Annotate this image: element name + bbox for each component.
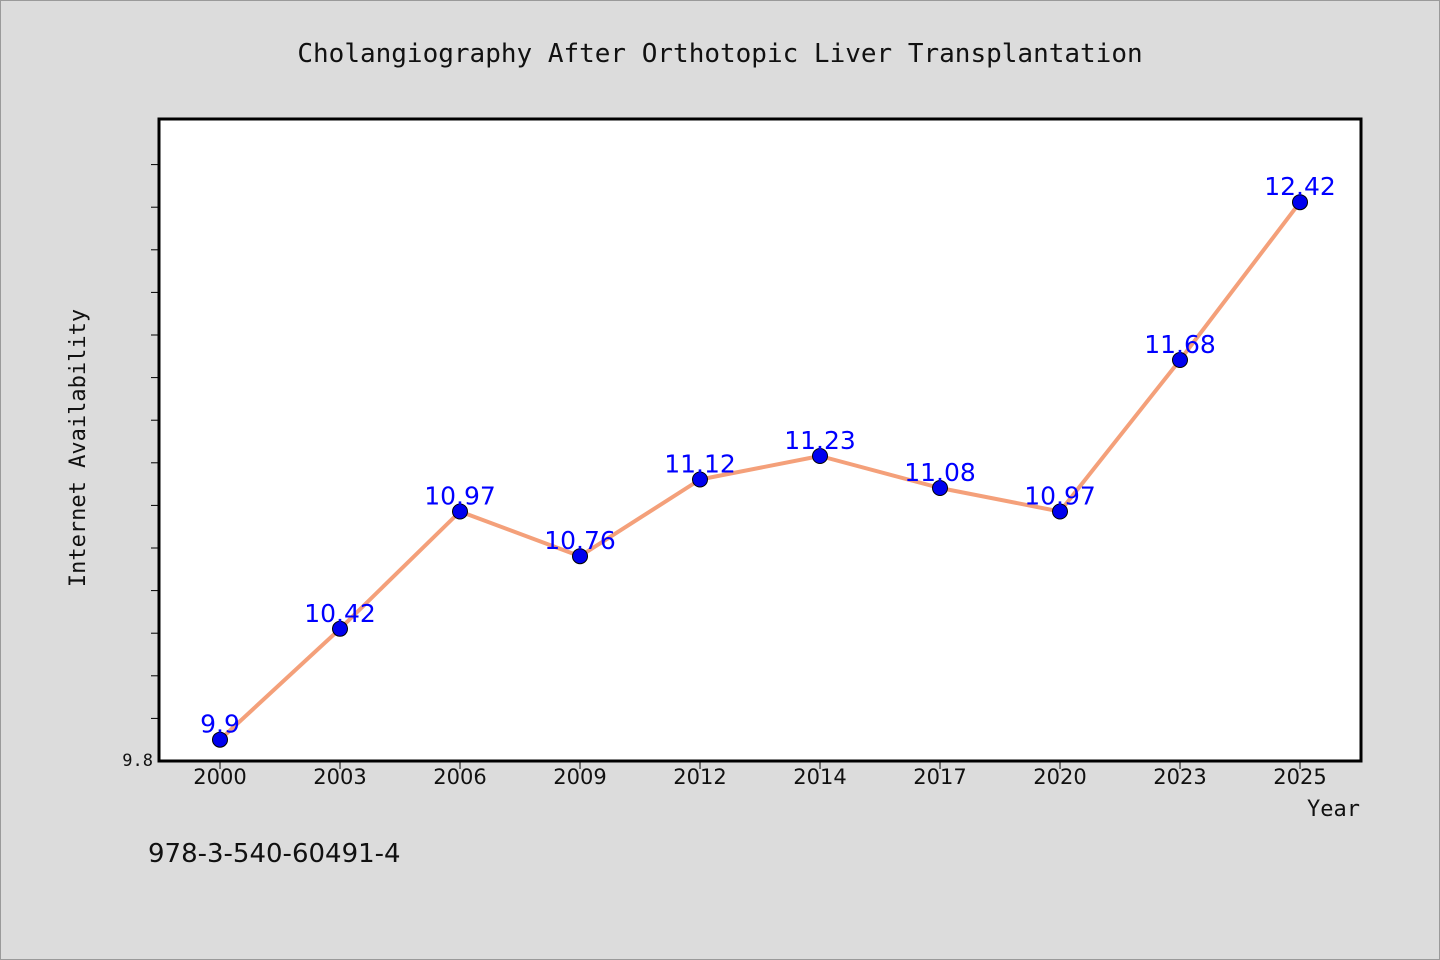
x-tick-label-2003: 2003	[313, 765, 366, 789]
data-label-2014: 11.23	[784, 426, 856, 455]
data-point-2014	[812, 448, 828, 464]
x-tick-labels: 2000 2003 2006 2009 2012 2014 2017 2020 2023 2025	[193, 765, 1326, 789]
data-label-2009: 10.76	[544, 526, 616, 555]
data-label-2023: 11.68	[1144, 330, 1216, 359]
data-point-2017	[932, 480, 948, 496]
data-point-2009	[572, 548, 588, 565]
x-axis-label: Year	[1307, 797, 1360, 822]
data-point-2020	[1052, 503, 1068, 520]
data-point-2023	[1172, 352, 1188, 368]
data-label-2020: 10.97	[1024, 482, 1096, 511]
series-group	[212, 194, 1308, 748]
x-axis-ticks	[219, 761, 1301, 769]
x-tick-label-2017: 2017	[913, 765, 966, 789]
data-label-2012: 11.12	[664, 450, 736, 479]
x-tick-label-2012: 2012	[673, 765, 726, 789]
y-axis-label: Internet Availability	[66, 309, 91, 587]
data-label-2025: 12.42	[1264, 172, 1336, 201]
plot-area	[157, 117, 1363, 763]
data-point-2000	[212, 731, 228, 748]
x-tick-label-2020: 2020	[1033, 765, 1086, 789]
data-point-2012	[692, 471, 708, 488]
data-point-2025	[1292, 194, 1308, 211]
data-labels: 9.9 10.42 10.97 10.76 11.12 11.23 11.08 10.97 11…	[200, 172, 1336, 739]
x-tick-label-2025: 2025	[1273, 765, 1326, 789]
x-tick-label-2009: 2009	[553, 765, 606, 789]
data-label-2000: 9.9	[200, 710, 240, 739]
y-tick-label-min: 9.8	[122, 751, 153, 771]
x-tick-label-2014: 2014	[793, 765, 846, 789]
data-point-2006	[452, 503, 468, 520]
x-tick-label-2023: 2023	[1153, 765, 1206, 789]
x-tick-label-2000: 2000	[193, 765, 246, 789]
isbn-footer: 978-3-540-60491-4	[148, 839, 401, 869]
y-axis-ticks	[151, 164, 159, 719]
x-tick-label-2006: 2006	[433, 765, 486, 789]
chart-title: Cholangiography After Orthotopic Liver T…	[297, 39, 1142, 69]
data-point-2003	[332, 620, 348, 637]
data-label-2003: 10.42	[304, 599, 376, 628]
data-label-2017: 11.08	[904, 458, 976, 487]
data-label-2006: 10.97	[424, 482, 496, 511]
series-line	[218, 200, 1302, 742]
